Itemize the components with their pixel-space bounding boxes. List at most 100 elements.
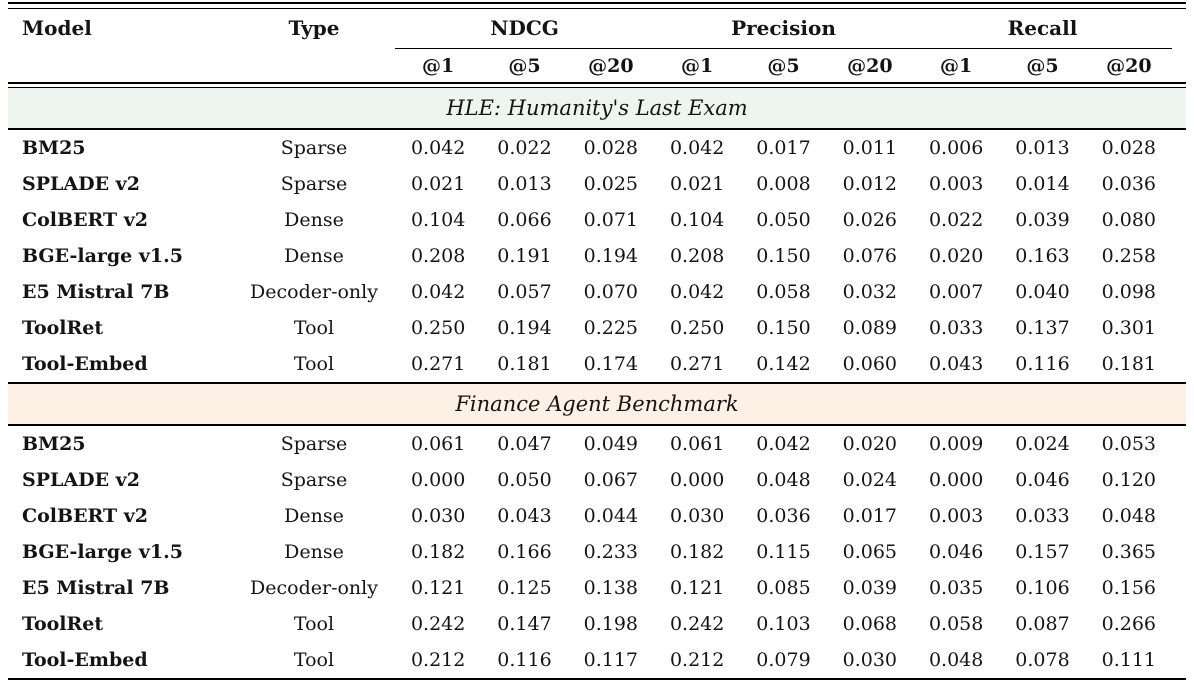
metric-value: 0.156 xyxy=(1101,576,1157,599)
metric-value: 0.271 xyxy=(410,353,466,375)
metric-value: 0.147 xyxy=(497,612,552,635)
metric-value: 0.017 xyxy=(756,137,811,159)
model-name: ColBERT v2 xyxy=(22,504,149,527)
metric-value: 0.006 xyxy=(928,137,984,159)
header-rule-outer xyxy=(8,82,1186,84)
column-group-precision: Precision xyxy=(654,9,913,49)
metric-value: 0.137 xyxy=(1015,317,1070,339)
metric-value: 0.103 xyxy=(756,612,811,635)
metric-value: 0.022 xyxy=(497,137,552,159)
model-type: Tool xyxy=(293,317,335,339)
metric-value: 0.078 xyxy=(1015,648,1070,671)
model-name: BGE-large v1.5 xyxy=(22,540,183,563)
metric-value: 0.115 xyxy=(756,540,811,563)
metric-value: 0.057 xyxy=(497,281,552,303)
metric-value: 0.258 xyxy=(1101,245,1157,267)
subheader-ndcg-at1: @1 xyxy=(422,54,455,77)
metric-value: 0.039 xyxy=(842,576,898,599)
metric-value: 0.157 xyxy=(1015,540,1070,563)
metric-value: 0.020 xyxy=(928,245,984,267)
metric-value: 0.021 xyxy=(410,173,466,195)
top-rule-inner xyxy=(8,7,1186,9)
metric-value: 0.000 xyxy=(928,468,984,491)
metric-value: 0.033 xyxy=(928,317,984,339)
metric-value: 0.212 xyxy=(669,648,725,671)
metric-value: 0.020 xyxy=(842,432,898,455)
metric-value: 0.040 xyxy=(1015,281,1070,303)
metric-value: 0.191 xyxy=(497,245,552,267)
metric-value: 0.142 xyxy=(756,353,811,375)
header-sub-row: @1 @5 @20 @1 @5 @20 @1 @5 @20 xyxy=(8,49,1186,82)
metric-value: 0.181 xyxy=(1101,353,1157,375)
metric-value: 0.242 xyxy=(669,612,725,635)
metric-value: 0.121 xyxy=(410,576,466,599)
column-header-type: Type xyxy=(288,16,340,40)
metric-value: 0.058 xyxy=(756,281,811,303)
table-row: E5 Mistral 7B Decoder-only 0.121 0.125 0… xyxy=(8,570,1186,606)
column-group-ndcg: NDCG xyxy=(395,9,654,49)
metric-value: 0.042 xyxy=(756,432,811,455)
metric-value: 0.163 xyxy=(1015,245,1070,267)
subheader-recall-at20: @20 xyxy=(1106,54,1152,77)
metric-value: 0.198 xyxy=(583,612,639,635)
metric-value: 0.365 xyxy=(1101,540,1157,563)
metric-value: 0.028 xyxy=(1101,137,1157,159)
metric-value: 0.250 xyxy=(669,317,725,339)
metric-value: 0.194 xyxy=(497,317,552,339)
metric-value: 0.013 xyxy=(497,173,552,195)
metric-value: 0.046 xyxy=(928,540,984,563)
metric-value: 0.050 xyxy=(756,209,811,231)
model-name: Tool-Embed xyxy=(22,648,148,671)
metric-value: 0.271 xyxy=(669,353,725,375)
metric-value: 0.150 xyxy=(756,317,811,339)
table-row: Tool-Embed Tool 0.212 0.116 0.117 0.212 … xyxy=(8,642,1186,678)
column-header-model: Model xyxy=(22,16,92,40)
table-row: BGE-large v1.5 Dense 0.208 0.191 0.194 0… xyxy=(8,238,1186,274)
metric-value: 0.065 xyxy=(842,540,898,563)
metric-value: 0.039 xyxy=(1015,209,1070,231)
metric-value: 0.174 xyxy=(583,353,639,375)
model-name: BM25 xyxy=(22,137,86,159)
metric-value: 0.053 xyxy=(1101,432,1157,455)
table-row: ColBERT v2 Dense 0.104 0.066 0.071 0.104… xyxy=(8,202,1186,238)
metric-value: 0.013 xyxy=(1015,137,1070,159)
results-table: Model Type NDCG Precision Recall @1 @5 @… xyxy=(8,2,1186,680)
metric-value: 0.024 xyxy=(1015,432,1070,455)
metric-value: 0.080 xyxy=(1101,209,1157,231)
subheader-recall-at5: @5 xyxy=(1026,54,1059,77)
model-type: Tool xyxy=(293,353,335,375)
metric-value: 0.212 xyxy=(410,648,466,671)
table-row: BM25 Sparse 0.042 0.022 0.028 0.042 0.01… xyxy=(8,130,1186,166)
section-title-finance: Finance Agent Benchmark xyxy=(455,391,739,416)
model-name: ColBERT v2 xyxy=(22,209,149,231)
metric-value: 0.266 xyxy=(1101,612,1157,635)
table-row: Tool-Embed Tool 0.271 0.181 0.174 0.271 … xyxy=(8,346,1186,382)
model-name: ToolRet xyxy=(22,612,104,635)
metric-value: 0.048 xyxy=(756,468,811,491)
model-type: Sparse xyxy=(280,468,348,491)
metric-value: 0.071 xyxy=(583,209,639,231)
metric-value: 0.233 xyxy=(583,540,639,563)
metric-value: 0.030 xyxy=(842,648,898,671)
metric-value: 0.225 xyxy=(583,317,639,339)
metric-value: 0.104 xyxy=(669,209,725,231)
subheader-ndcg-at20: @20 xyxy=(588,54,634,77)
metric-value: 0.048 xyxy=(928,648,984,671)
metric-value: 0.050 xyxy=(497,468,552,491)
model-type: Dense xyxy=(284,504,344,527)
model-type: Dense xyxy=(284,209,344,231)
metric-value: 0.150 xyxy=(756,245,811,267)
metric-value: 0.036 xyxy=(756,504,811,527)
metric-value: 0.182 xyxy=(410,540,466,563)
metric-value: 0.008 xyxy=(756,173,811,195)
metric-value: 0.021 xyxy=(669,173,725,195)
metric-value: 0.111 xyxy=(1101,648,1157,671)
metric-value: 0.067 xyxy=(583,468,639,491)
model-name: E5 Mistral 7B xyxy=(22,576,170,599)
section-band-finance: Finance Agent Benchmark xyxy=(8,383,1186,424)
metric-value: 0.104 xyxy=(410,209,466,231)
metric-value: 0.043 xyxy=(497,504,552,527)
column-group-recall: Recall xyxy=(913,9,1172,49)
model-type: Tool xyxy=(293,612,335,635)
metric-value: 0.066 xyxy=(497,209,552,231)
